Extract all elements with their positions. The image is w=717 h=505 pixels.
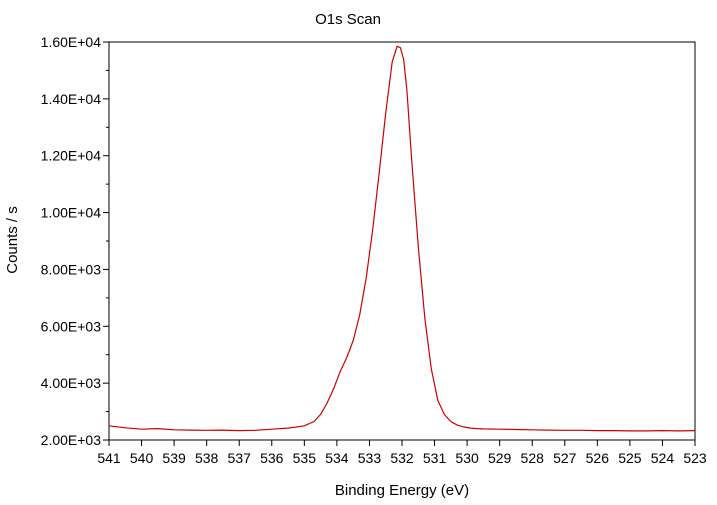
x-tick-label: 538 — [195, 450, 219, 466]
y-tick-label: 4.00E+03 — [41, 375, 102, 391]
y-tick-label: 1.60E+04 — [41, 34, 102, 50]
y-axis: 2.00E+03 4.00E+03 6.00E+03 8.00E+03 1.00E+04… — [41, 34, 109, 448]
x-tick-label: 526 — [586, 450, 610, 466]
x-tick-label: 528 — [521, 450, 545, 466]
y-tick-label: 1.20E+04 — [41, 148, 102, 164]
x-tick-label: 529 — [488, 450, 512, 466]
x-tick-label: 524 — [651, 450, 675, 466]
x-axis: 541 540 539 538 537 536 535 534 533 532 531 530 529 5… — [97, 440, 707, 466]
y-tick-label: 1.00E+04 — [41, 205, 102, 221]
y-tick-label: 2.00E+03 — [41, 432, 102, 448]
y-tick-label: 6.00E+03 — [41, 318, 102, 334]
chart-title: O1s Scan — [315, 11, 381, 28]
x-tick-label: 531 — [423, 450, 447, 466]
x-tick-label: 532 — [390, 450, 414, 466]
x-tick-label: 523 — [683, 450, 707, 466]
plot-area — [108, 41, 696, 441]
y-tick-label: 1.40E+04 — [41, 91, 102, 107]
x-tick-label: 533 — [358, 450, 382, 466]
x-tick-label: 535 — [293, 450, 317, 466]
series-line-0 — [108, 45, 696, 432]
x-tick-label: 527 — [553, 450, 577, 466]
x-tick-label: 534 — [325, 450, 349, 466]
x-tick-label: 537 — [228, 450, 252, 466]
series-group — [108, 45, 696, 432]
x-tick-label: 530 — [455, 450, 479, 466]
y-axis-label: Counts / s — [4, 206, 21, 274]
y-tick-label: 8.00E+03 — [41, 261, 102, 277]
x-tick-label: 540 — [130, 450, 154, 466]
x-tick-label: 541 — [97, 450, 121, 466]
x-tick-label: 539 — [162, 450, 186, 466]
x-tick-label: 536 — [260, 450, 284, 466]
x-tick-label: 525 — [618, 450, 642, 466]
x-axis-label: Binding Energy (eV) — [335, 482, 469, 499]
